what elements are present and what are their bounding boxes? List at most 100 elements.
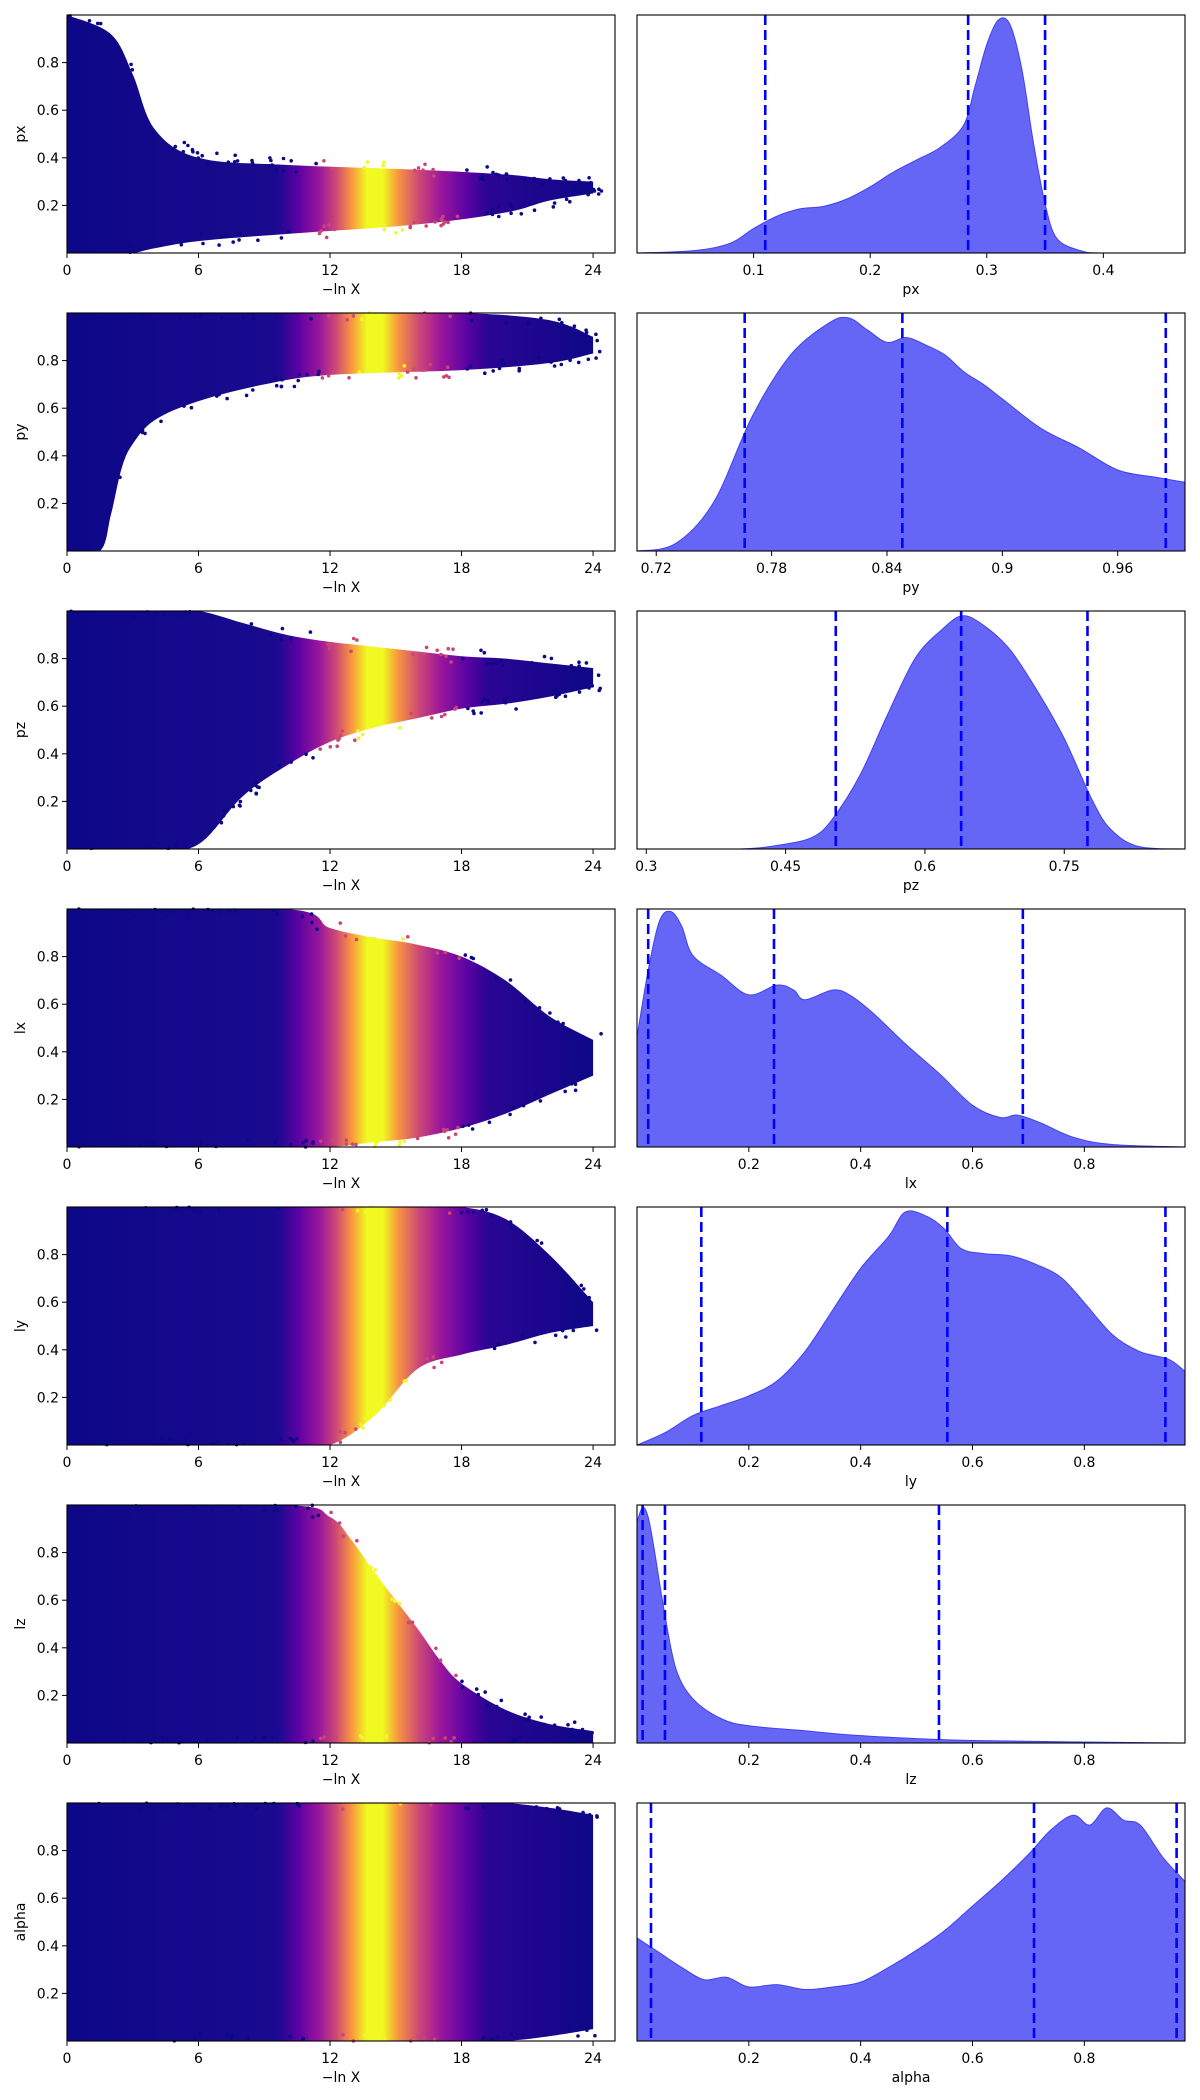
- sample-point: [261, 1736, 265, 1741]
- x-tick-label: 0: [63, 263, 72, 279]
- sample-point: [451, 647, 455, 651]
- y-tick-label: 0.6: [37, 699, 59, 715]
- sample-point: [110, 1210, 114, 1215]
- sample-point: [354, 937, 359, 942]
- sample-point: [448, 314, 453, 319]
- sample-point: [418, 948, 423, 953]
- sample-point: [564, 668, 568, 672]
- sample-point: [199, 833, 203, 838]
- sample-point: [171, 910, 176, 915]
- sample-point: [424, 224, 429, 228]
- y-axis-label: px: [13, 125, 29, 142]
- sample-point: [343, 1430, 347, 1435]
- sample-point: [466, 1806, 471, 1811]
- sample-point: [560, 1026, 565, 1030]
- sample-point: [196, 156, 201, 160]
- x-tick-label: 0.2: [738, 1157, 760, 1173]
- sample-point: [539, 1715, 543, 1719]
- sample-cloud-lx: [67, 909, 594, 1147]
- posterior-panel-py: 0.72 0.78 0.84 0.9 0.96 py: [636, 312, 1186, 596]
- sample-point: [310, 1141, 315, 1146]
- sample-point: [179, 614, 184, 618]
- sample-point: [338, 921, 343, 925]
- axes-frame: [636, 1206, 1186, 1446]
- x-tick-label: 6: [194, 2051, 203, 2067]
- sample-point: [288, 1142, 293, 1147]
- sample-point: [208, 1806, 212, 1811]
- sample-point: [138, 1143, 142, 1147]
- sample-point: [525, 1718, 530, 1722]
- sample-point: [186, 155, 190, 159]
- sample-point: [373, 1573, 377, 1578]
- sample-point: [491, 369, 496, 373]
- sample-point: [303, 1740, 308, 1745]
- axes-frame: [66, 1206, 616, 1446]
- sample-point: [366, 1135, 371, 1140]
- sample-point: [365, 160, 370, 164]
- sample-point: [502, 362, 506, 367]
- sample-point: [253, 1735, 257, 1740]
- sample-point: [233, 153, 237, 158]
- sample-point: [238, 804, 242, 808]
- sample-point: [263, 1801, 268, 1806]
- sample-point: [118, 615, 122, 619]
- sample-point: [314, 161, 318, 166]
- x-axis-label: −ln X: [322, 1176, 361, 1192]
- x-tick-label: 0.6: [961, 1455, 983, 1471]
- sample-point: [232, 160, 237, 164]
- axes-frame: [66, 610, 616, 850]
- sample-point: [577, 178, 581, 183]
- sample-point: [105, 2033, 109, 2038]
- sample-point: [289, 637, 293, 641]
- sample-point: [581, 1810, 585, 1815]
- sample-point: [422, 2036, 427, 2040]
- sample-point: [191, 1805, 195, 1809]
- sample-point: [81, 545, 86, 549]
- y-tick-label: 0.2: [37, 794, 59, 810]
- sample-point: [374, 1739, 379, 1744]
- sample-point: [193, 314, 197, 318]
- sample-point: [519, 212, 524, 216]
- sample-point: [469, 318, 474, 323]
- sample-point: [121, 456, 126, 460]
- sample-point: [150, 1142, 155, 1146]
- sample-point: [82, 1207, 86, 1212]
- sample-point: [441, 214, 445, 219]
- sample-point: [131, 615, 136, 619]
- sample-point: [351, 636, 356, 641]
- sample-point: [276, 1206, 281, 1211]
- sample-point: [198, 1209, 203, 1214]
- sample-point: [405, 370, 410, 374]
- sample-point: [422, 652, 426, 657]
- sample-point: [466, 1123, 471, 1127]
- posterior-density-pz: [637, 615, 1185, 849]
- sample-point: [406, 1620, 411, 1625]
- sample-point: [443, 950, 448, 955]
- sample-point: [206, 1143, 211, 1147]
- sample-point: [338, 1429, 342, 1434]
- sample-point: [304, 1139, 309, 1143]
- sample-point: [225, 396, 229, 401]
- sample-point: [597, 187, 601, 191]
- sample-point: [599, 1032, 603, 1036]
- sample-point: [211, 825, 216, 829]
- sample-point: [374, 1141, 378, 1146]
- sample-point: [482, 650, 487, 655]
- sample-point: [376, 1139, 381, 1143]
- sample-point: [121, 1738, 126, 1743]
- sample-point: [272, 908, 276, 913]
- sample-point: [447, 375, 451, 380]
- sample-point: [103, 845, 108, 850]
- y-tick-label: 0.6: [37, 997, 59, 1013]
- sample-point: [297, 372, 302, 377]
- sample-point: [344, 1142, 349, 1146]
- sample-point: [497, 366, 502, 371]
- sample-point: [508, 978, 513, 982]
- sample-point: [481, 1805, 486, 1809]
- sample-point: [332, 227, 337, 232]
- sample-point: [588, 1318, 592, 1323]
- sample-point: [595, 1815, 599, 1819]
- x-tick-label: 18: [453, 2051, 471, 2067]
- posterior-density-px: [637, 17, 1185, 253]
- sample-point: [428, 362, 433, 367]
